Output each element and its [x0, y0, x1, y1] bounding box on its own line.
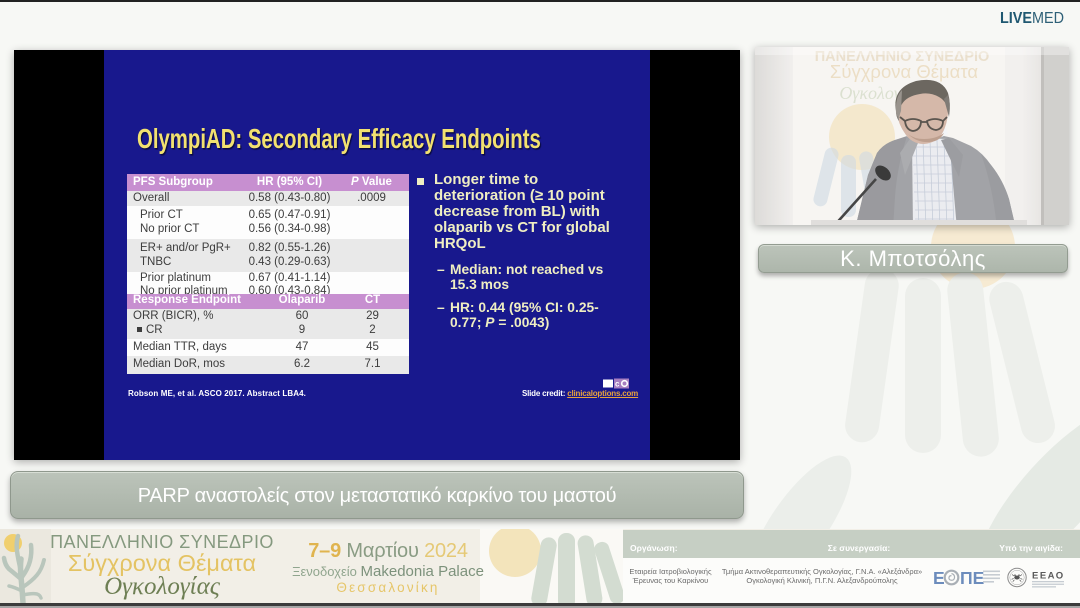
svg-text:Ε: Ε [933, 568, 945, 588]
svg-text:Σύγχρονα Θέματα: Σύγχρονα Θέματα [830, 61, 978, 82]
svg-text:c: c [615, 380, 620, 389]
svg-text:ΕΕΑΟ: ΕΕΑΟ [1032, 571, 1065, 582]
svg-text:ΠΑΝΕΛΛΗΝΙΟ ΣΥΝΕΔΡΙΟ: ΠΑΝΕΛΛΗΝΙΟ ΣΥΝΕΔΡΙΟ [815, 49, 990, 65]
svg-text:ΠΕ: ΠΕ [960, 568, 984, 588]
